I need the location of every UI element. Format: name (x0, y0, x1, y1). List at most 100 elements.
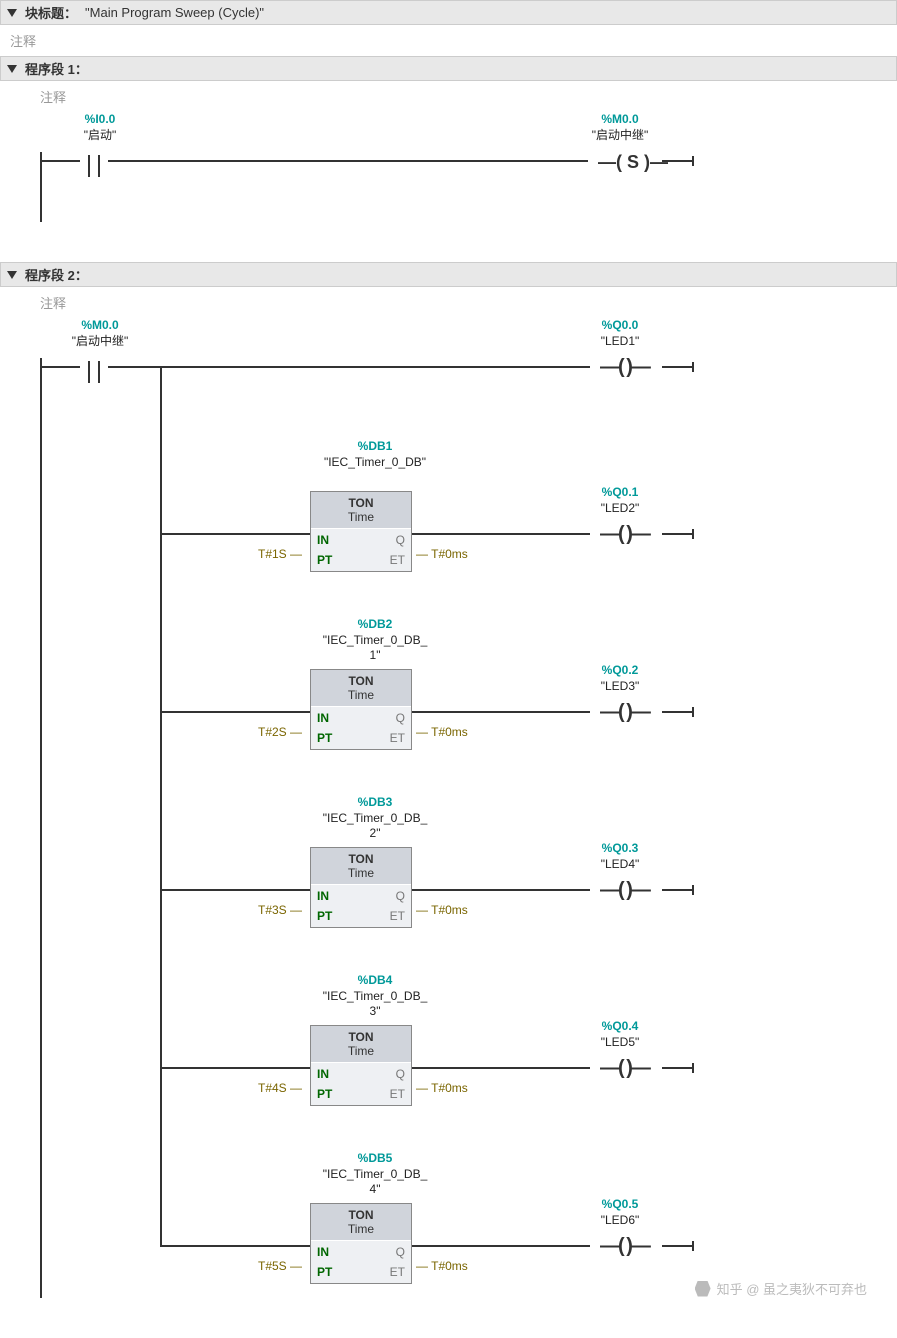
coil-addr: %Q0.5 (560, 1197, 680, 1213)
ton-pt: PT (317, 909, 332, 923)
et-value: — T#0ms (416, 1259, 468, 1273)
wire (662, 889, 692, 891)
coil-label: %Q0.5 "LED6" (560, 1197, 680, 1228)
contact-label: %M0.0 "启动中继" (50, 318, 150, 349)
db-label: %DB1 "IEC_Timer_0_DB" (290, 439, 460, 470)
wire (412, 1067, 590, 1069)
coil-addr: %Q0.3 (560, 841, 680, 857)
wire (662, 533, 692, 535)
wire-end (692, 1241, 694, 1251)
ton-block[interactable]: TONTime INQ PTET (310, 1025, 412, 1106)
coil-name: "LED5" (560, 1035, 680, 1051)
db-addr: %DB2 (290, 617, 460, 633)
watermark: 知乎 @ 虽之夷狄不可弃也 (695, 1279, 867, 1298)
coil[interactable]: —( )— (600, 879, 649, 902)
ton-header: TONTime (311, 1026, 411, 1063)
wire (160, 366, 590, 368)
ton-pt: PT (317, 731, 332, 745)
coil-label: %Q0.1 "LED2" (560, 485, 680, 516)
ton-header: TONTime (311, 1204, 411, 1241)
no-contact[interactable] (80, 152, 108, 180)
coil[interactable]: —( )— (600, 356, 649, 379)
db-addr: %DB4 (290, 973, 460, 989)
ton-et: ET (390, 1087, 405, 1101)
network1-comment: 注释 (0, 81, 897, 112)
branch-rail (160, 366, 162, 1245)
db-name: "IEC_Timer_0_DB_4" (290, 1167, 460, 1198)
ton-q: Q (396, 711, 405, 725)
ton-in: IN (317, 711, 329, 725)
coil[interactable]: —( )— (600, 523, 649, 546)
wire-end (692, 1063, 694, 1073)
coil-name: "LED4" (560, 857, 680, 873)
ton-in: IN (317, 533, 329, 547)
db-addr: %DB3 (290, 795, 460, 811)
ton-q: Q (396, 1245, 405, 1259)
db-label: %DB5 "IEC_Timer_0_DB_4" (290, 1151, 460, 1198)
et-value: — T#0ms (416, 547, 468, 561)
et-value: — T#0ms (416, 725, 468, 739)
contact-addr: %M0.0 (50, 318, 150, 334)
network2-comment: 注释 (0, 287, 897, 318)
ton-in: IN (317, 889, 329, 903)
wire (662, 160, 692, 162)
coil-addr: %M0.0 (560, 112, 680, 128)
coil-label: %Q0.0 "LED1" (560, 318, 680, 349)
block-title-value: "Main Program Sweep (Cycle)" (85, 5, 264, 20)
wire (42, 366, 80, 368)
coil[interactable]: —( )— (600, 1235, 649, 1258)
ton-header: TONTime (311, 848, 411, 885)
db-label: %DB4 "IEC_Timer_0_DB_3" (290, 973, 460, 1020)
collapse-icon[interactable] (7, 271, 17, 279)
block-title-bar[interactable]: 块标题： "Main Program Sweep (Cycle)" (0, 0, 897, 25)
wire (412, 533, 590, 535)
wire-end (692, 885, 694, 895)
set-coil[interactable]: —( S )— (598, 152, 668, 173)
no-contact[interactable] (80, 358, 108, 386)
coil-addr: %Q0.1 (560, 485, 680, 501)
ton-q: Q (396, 1067, 405, 1081)
coil[interactable]: —( )— (600, 701, 649, 724)
wire (160, 889, 310, 891)
contact-name: "启动中继" (50, 334, 150, 350)
coil-name: "LED6" (560, 1213, 680, 1229)
wire (412, 1245, 590, 1247)
et-value: — T#0ms (416, 903, 468, 917)
coil-label: %Q0.4 "LED5" (560, 1019, 680, 1050)
coil-addr: %Q0.4 (560, 1019, 680, 1035)
ton-et: ET (390, 909, 405, 923)
wire (160, 1067, 310, 1069)
collapse-icon[interactable] (7, 9, 17, 17)
coil-label: %Q0.3 "LED4" (560, 841, 680, 872)
wire (160, 1245, 310, 1247)
ton-header: TONTime (311, 492, 411, 529)
pt-value: T#2S — (258, 725, 302, 739)
ton-block[interactable]: TONTime IN Q PT ET (310, 847, 412, 928)
pt-value: T#3S — (258, 903, 302, 917)
coil-label: %Q0.2 "LED3" (560, 663, 680, 694)
coil[interactable]: —( )— (600, 1057, 649, 1080)
wire (692, 156, 694, 166)
ton-block[interactable]: TONTime INQ PTET (310, 669, 412, 750)
network2-header[interactable]: 程序段 2： (0, 262, 897, 287)
network2-title: 程序段 2： (25, 265, 88, 284)
wire-end (692, 707, 694, 717)
ton-block[interactable]: TONTime INQ PTET (310, 491, 412, 572)
ton-q: Q (396, 889, 405, 903)
wire (662, 1245, 692, 1247)
ton-block[interactable]: TONTime INQ PTET (310, 1203, 412, 1284)
collapse-icon[interactable] (7, 65, 17, 73)
power-rail (40, 358, 42, 1298)
ton-et: ET (390, 553, 405, 567)
network1-header[interactable]: 程序段 1： (0, 56, 897, 81)
wire (412, 711, 590, 713)
wire (160, 711, 310, 713)
wire (108, 160, 588, 162)
wire (662, 366, 692, 368)
db-name: "IEC_Timer_0_DB_2" (290, 811, 460, 842)
contact-addr: %I0.0 (60, 112, 140, 128)
coil-name: "LED2" (560, 501, 680, 517)
zhihu-icon (695, 1281, 711, 1297)
coil-label: %M0.0 "启动中继" (560, 112, 680, 143)
block-comment: 注释 (0, 25, 897, 56)
